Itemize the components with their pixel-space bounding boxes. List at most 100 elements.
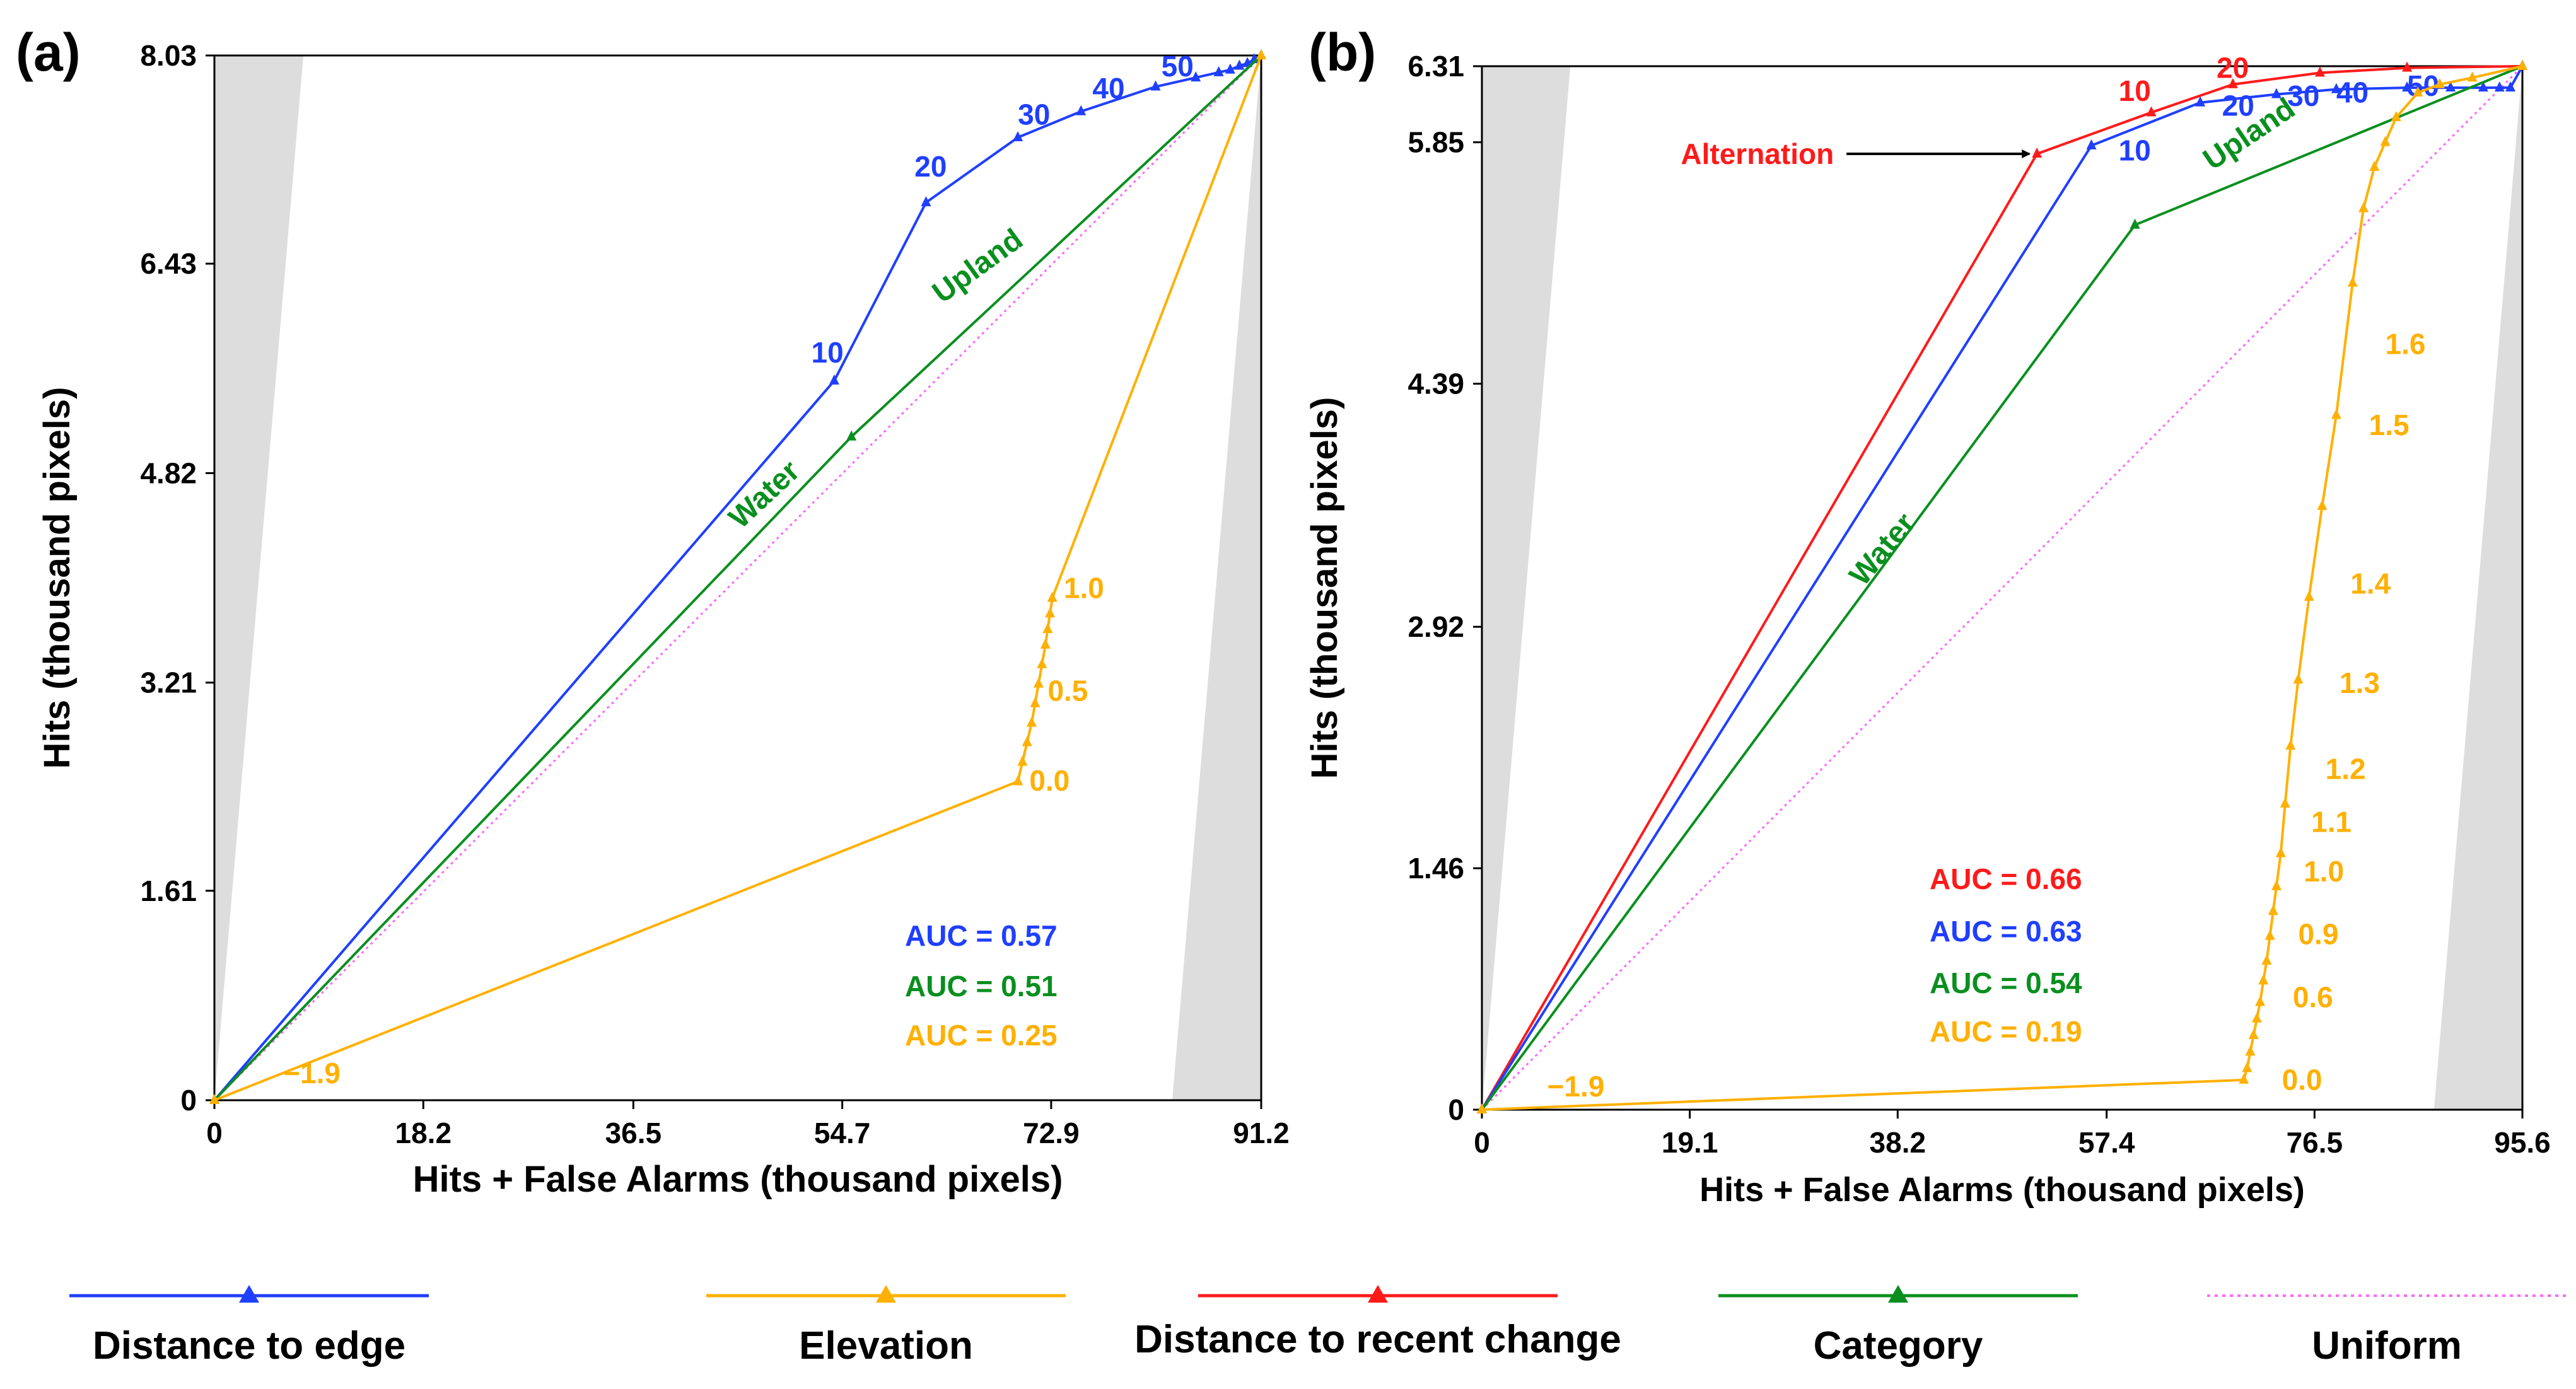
category-label: Upland [926, 223, 1029, 310]
point-label-elevation: 1.0 [2304, 855, 2344, 888]
y-tick-label: 4.82 [140, 456, 197, 489]
point-marker-distance_edge [1150, 80, 1161, 91]
x-tick-label: 95.6 [2494, 1126, 2551, 1159]
legend-marker-distance_edge [239, 1285, 259, 1303]
panel-label: (a) [16, 23, 81, 82]
plot-frame [1481, 65, 2524, 1111]
point-marker-distance_edge [2505, 81, 2516, 92]
y-tick-label: 5.85 [1407, 126, 1464, 159]
y-tick-label: 8.03 [140, 39, 197, 72]
point-label-elevation: 0.9 [2298, 918, 2338, 951]
point-marker-elevation [2413, 86, 2423, 96]
legend-label-elevation: Elevation [799, 1324, 973, 1368]
point-marker-distance_edge [1225, 63, 1235, 74]
point-marker-elevation [2517, 60, 2527, 70]
x-tick-label: 36.5 [605, 1117, 662, 1149]
y-tick-label: 0 [180, 1084, 197, 1117]
point-label-distance_edge: 50 [1162, 50, 1194, 83]
point-label-elevation: 1.2 [2326, 752, 2366, 785]
point-marker-elevation [2268, 905, 2278, 915]
auc-label-elevation: AUC = 0.25 [905, 1019, 1058, 1052]
point-marker-elevation [2369, 160, 2380, 171]
y-tick-label: 1.46 [1407, 852, 1464, 885]
auc-label-category: AUC = 0.51 [905, 970, 1058, 1003]
point-marker-category [2130, 218, 2140, 229]
point-label-recent_change: 20 [2217, 51, 2249, 84]
point-label-elevation: 1.4 [2350, 567, 2391, 600]
panel-label: (b) [1308, 23, 1376, 82]
point-marker-elevation [2331, 409, 2341, 419]
x-axis-title: Hits + False Alarms (thousand pixels) [1699, 1171, 2305, 1209]
point-label-elevation: 1.1 [2311, 805, 2352, 838]
point-marker-elevation [2467, 71, 2478, 82]
x-tick-label: 91.2 [1233, 1117, 1290, 1149]
point-label-elevation: −1.9 [283, 1057, 341, 1090]
point-label-distance_edge: 30 [1018, 98, 1050, 131]
infeasible-region-left [214, 55, 304, 1100]
auc-label-distance_edge: AUC = 0.57 [905, 919, 1058, 952]
point-marker-distance_edge [2445, 81, 2456, 92]
legend-marker-recent_change [1368, 1285, 1388, 1303]
point-marker-distance_edge [2271, 88, 2282, 98]
point-marker-elevation [2239, 1073, 2249, 1084]
point-marker-elevation [2347, 276, 2358, 287]
panel-b: (b) 0 19.1 38.2 57.4 76.5 95.6 0 1.46 2.92 4.39 5.8… [1304, 23, 2551, 1209]
y-tick-label: 4.39 [1407, 368, 1464, 400]
point-marker-elevation [1022, 736, 1032, 747]
legend-marker-elevation [876, 1285, 896, 1303]
point-marker-elevation [1256, 49, 1266, 59]
point-marker-elevation [1047, 591, 1058, 602]
legend: Distance to edge Elevation Distance to rec… [69, 1285, 2567, 1368]
point-marker-elevation [1042, 623, 1053, 634]
legend-label-category: Category [1814, 1324, 1983, 1368]
point-label-elevation: 1.5 [2369, 409, 2410, 441]
y-tick-label: 6.43 [140, 247, 197, 280]
point-marker-distance_edge [2086, 139, 2097, 149]
x-tick-label: 18.2 [395, 1117, 452, 1149]
point-marker-distance_edge [1013, 131, 1023, 142]
x-axis-title: Hits + False Alarms (thousand pixels) [413, 1159, 1063, 1200]
point-label-elevation: 1.3 [2340, 666, 2380, 699]
point-label-distance_edge: 10 [811, 336, 843, 369]
point-marker-elevation [2255, 996, 2266, 1006]
point-marker-elevation [2261, 954, 2272, 965]
point-marker-distance_edge [1234, 59, 1245, 70]
point-marker-elevation [209, 1094, 219, 1104]
y-tick-label: 6.31 [1407, 50, 1464, 83]
x-tick-label: 0 [206, 1117, 223, 1149]
point-marker-elevation [2280, 797, 2290, 808]
point-label-distance_edge: 40 [1092, 72, 1124, 105]
point-marker-distance_edge [829, 374, 839, 385]
point-marker-elevation [2317, 499, 2328, 510]
point-marker-elevation [1013, 775, 1023, 786]
point-marker-distance_edge [2195, 96, 2206, 107]
y-tick-label: 3.21 [140, 666, 197, 699]
point-marker-elevation [2285, 739, 2296, 750]
point-marker-elevation [2391, 111, 2401, 122]
point-marker-elevation [1017, 755, 1028, 766]
point-marker-elevation [1040, 638, 1051, 649]
point-marker-elevation [2271, 880, 2282, 890]
point-label-elevation: 0.5 [1047, 675, 1088, 707]
legend-label-distance_edge: Distance to edge [93, 1324, 405, 1368]
point-label-recent_change: 10 [2119, 74, 2151, 107]
point-label-distance_edge: 30 [2287, 79, 2319, 112]
point-marker-distance_edge [1213, 66, 1224, 76]
auc-label-distance_edge: AUC = 0.63 [1930, 915, 2082, 948]
point-marker-elevation [2248, 1028, 2259, 1039]
y-tick-label: 2.92 [1407, 610, 1464, 643]
point-label-distance_edge: 40 [2336, 76, 2369, 109]
point-label-elevation: 0.0 [1029, 764, 1069, 797]
infeasible-region-right [1172, 55, 1261, 1100]
point-label-elevation: 1.6 [2386, 327, 2426, 360]
point-marker-distance_edge [1191, 71, 1201, 82]
point-label-elevation: −1.9 [1547, 1070, 1605, 1103]
legend-label-recent_change: Distance to recent change [1134, 1318, 1621, 1361]
point-marker-elevation [1026, 716, 1037, 727]
point-marker-distance_edge [2478, 81, 2488, 92]
infeasible-region-right [2433, 66, 2522, 1110]
x-tick-label: 38.2 [1870, 1126, 1926, 1159]
point-label-distance_edge: 20 [2222, 90, 2254, 122]
point-label-distance_edge: 10 [2119, 134, 2151, 167]
point-marker-elevation [1033, 677, 1044, 688]
